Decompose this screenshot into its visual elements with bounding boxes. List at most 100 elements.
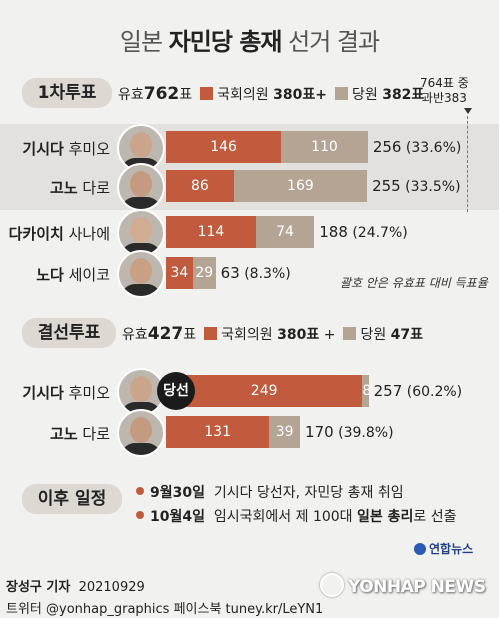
majority-line2: 과반383 xyxy=(421,91,467,105)
bar-members: 131 xyxy=(166,416,270,448)
candidate-given-name: 사나에 xyxy=(63,225,110,243)
total-value: 256 xyxy=(372,138,402,156)
candidate-surname: 고노 xyxy=(50,179,78,197)
schedule-item-2: 10월4일 임시국회에서 제 100대 일본 총리로 선출 xyxy=(136,506,457,526)
footer-credit: 장성구 기자 20210929 xyxy=(6,576,145,595)
title-prefix: 일본 xyxy=(119,28,163,56)
reporter: 장성구 기자 xyxy=(6,580,71,595)
round1-legend: 유효762표 국회의원 380표+ 당원 382표 xyxy=(118,84,424,104)
legend-party-value: 382표 xyxy=(382,87,425,103)
bar-party: 8 xyxy=(362,375,369,407)
bar-members: 249 xyxy=(166,375,363,407)
suit-shape xyxy=(121,443,161,455)
schedule-dot xyxy=(136,487,144,495)
footer-social: 트위터 @yonhap_graphics 페이스북 tuney.kr/LeYN1 xyxy=(6,602,324,617)
bar-party: 29 xyxy=(192,257,216,289)
bar-party: 39 xyxy=(269,416,301,448)
candidate-given-name: 다로 xyxy=(77,425,110,443)
percent-value: (33.6%) xyxy=(401,140,462,156)
runoff-party-swatch xyxy=(343,327,357,340)
schedule-text-2c: 로 선출 xyxy=(413,509,457,525)
schedule-label: 이후 일정 xyxy=(22,484,122,514)
candidate-given-name: 다로 xyxy=(77,179,110,197)
percent-value: (39.8%) xyxy=(333,425,394,441)
suit-shape xyxy=(121,284,161,296)
legend-party-label: 당원 xyxy=(351,87,378,103)
title-suffix: 선거 결과 xyxy=(288,28,380,56)
candidate-photo xyxy=(117,250,165,298)
face-shape xyxy=(130,417,152,443)
runoff-valid-unit: 표 xyxy=(183,327,197,343)
total-value: 63 xyxy=(220,264,240,282)
candidate-photo xyxy=(117,409,165,457)
runoff-legend: 유효427표 국회의원 380표 + 당원 47표 xyxy=(122,324,423,344)
percent-value: (60.2%) xyxy=(402,384,463,400)
bar-members: 114 xyxy=(166,216,256,248)
runoff-valid-value: 427 xyxy=(147,324,184,344)
total-label: 256 (33.6%) xyxy=(373,131,462,164)
logo-small-text: 연합뉴스 xyxy=(429,542,474,556)
legend-members-swatch xyxy=(200,87,214,100)
candidate-name: 기시다 후미오 xyxy=(0,382,110,403)
schedule-item-1: 9월30일 기시다 당선자, 자민당 총재 취임 xyxy=(136,482,404,502)
total-value: 170 xyxy=(305,423,334,441)
bar-party: 74 xyxy=(255,216,315,248)
candidate-surname: 다카이치 xyxy=(8,225,64,243)
face-shape xyxy=(130,258,152,284)
round1-valid-value: 762 xyxy=(143,84,180,104)
majority-line xyxy=(467,116,468,212)
total-label: 170 (39.8%) xyxy=(305,416,394,449)
yonhap-watermark-icon xyxy=(320,573,344,597)
title-bold: 자민당 총재 xyxy=(168,28,283,56)
suit-shape xyxy=(121,197,161,209)
runoff-members-value: 380표 xyxy=(277,327,320,343)
candidate-surname: 노다 xyxy=(36,266,64,284)
legend-members-value: 380표+ xyxy=(273,87,327,103)
percent-value: (33.5%) xyxy=(400,179,461,195)
footer-date: 20210929 xyxy=(78,580,145,595)
runoff-members-swatch xyxy=(204,327,218,340)
page-title: 일본 자민당 총재 선거 결과 xyxy=(0,22,499,57)
total-label: 255 (33.5%) xyxy=(372,170,461,203)
bar-members: 146 xyxy=(166,131,282,163)
legend-party-swatch xyxy=(334,87,348,100)
percent-value: (24.7%) xyxy=(347,225,408,241)
percent-note: 괄호 안은 유효표 대비 득표율 xyxy=(340,276,488,290)
total-label: 188 (24.7%) xyxy=(319,216,408,249)
majority-line1: 764표 중 xyxy=(420,76,469,90)
candidate-surname: 기시다 xyxy=(22,384,64,402)
bar-party: 169 xyxy=(233,170,368,202)
yonhap-mark-icon xyxy=(414,543,426,555)
candidate-name: 고노 다로 xyxy=(0,423,110,444)
bar-party: 110 xyxy=(281,131,368,163)
runoff-party-label: 당원 xyxy=(360,327,387,343)
total-value: 257 xyxy=(373,382,403,400)
candidate-surname: 고노 xyxy=(50,425,78,443)
face-shape xyxy=(130,217,152,243)
bar-members: 86 xyxy=(166,170,234,202)
runoff-valid-label: 유효 xyxy=(122,327,148,343)
percent-value: (8.3%) xyxy=(239,266,291,282)
watermark-text: YONHAP NEWS xyxy=(348,577,486,597)
total-value: 255 xyxy=(372,177,401,195)
runoff-members-label: 국회의원 xyxy=(221,327,273,343)
candidate-surname: 기시다 xyxy=(22,140,64,158)
total-value: 188 xyxy=(319,223,348,241)
schedule-dot xyxy=(136,511,144,519)
candidate-name: 기시다 후미오 xyxy=(0,138,110,159)
face-shape xyxy=(130,171,152,197)
runoff-party-value: 47표 xyxy=(390,327,424,343)
candidate-given-name: 후미오 xyxy=(63,140,110,158)
candidate-name: 고노 다로 xyxy=(0,177,110,198)
bar-members: 34 xyxy=(166,257,193,289)
total-label: 257 (60.2%) xyxy=(374,375,463,408)
majority-marker xyxy=(464,108,472,114)
total-label: 63 (8.3%) xyxy=(221,257,291,290)
yonhap-watermark: YONHAP NEWS xyxy=(320,573,486,597)
legend-members-label: 국회의원 xyxy=(217,87,269,103)
round1-valid-label: 유효 xyxy=(118,87,144,103)
schedule-date-2: 10월4일 xyxy=(150,509,205,525)
candidate-name: 다카이치 사나에 xyxy=(0,223,110,244)
winner-badge: 당선 xyxy=(157,372,195,410)
candidate-given-name: 세이코 xyxy=(63,266,110,284)
